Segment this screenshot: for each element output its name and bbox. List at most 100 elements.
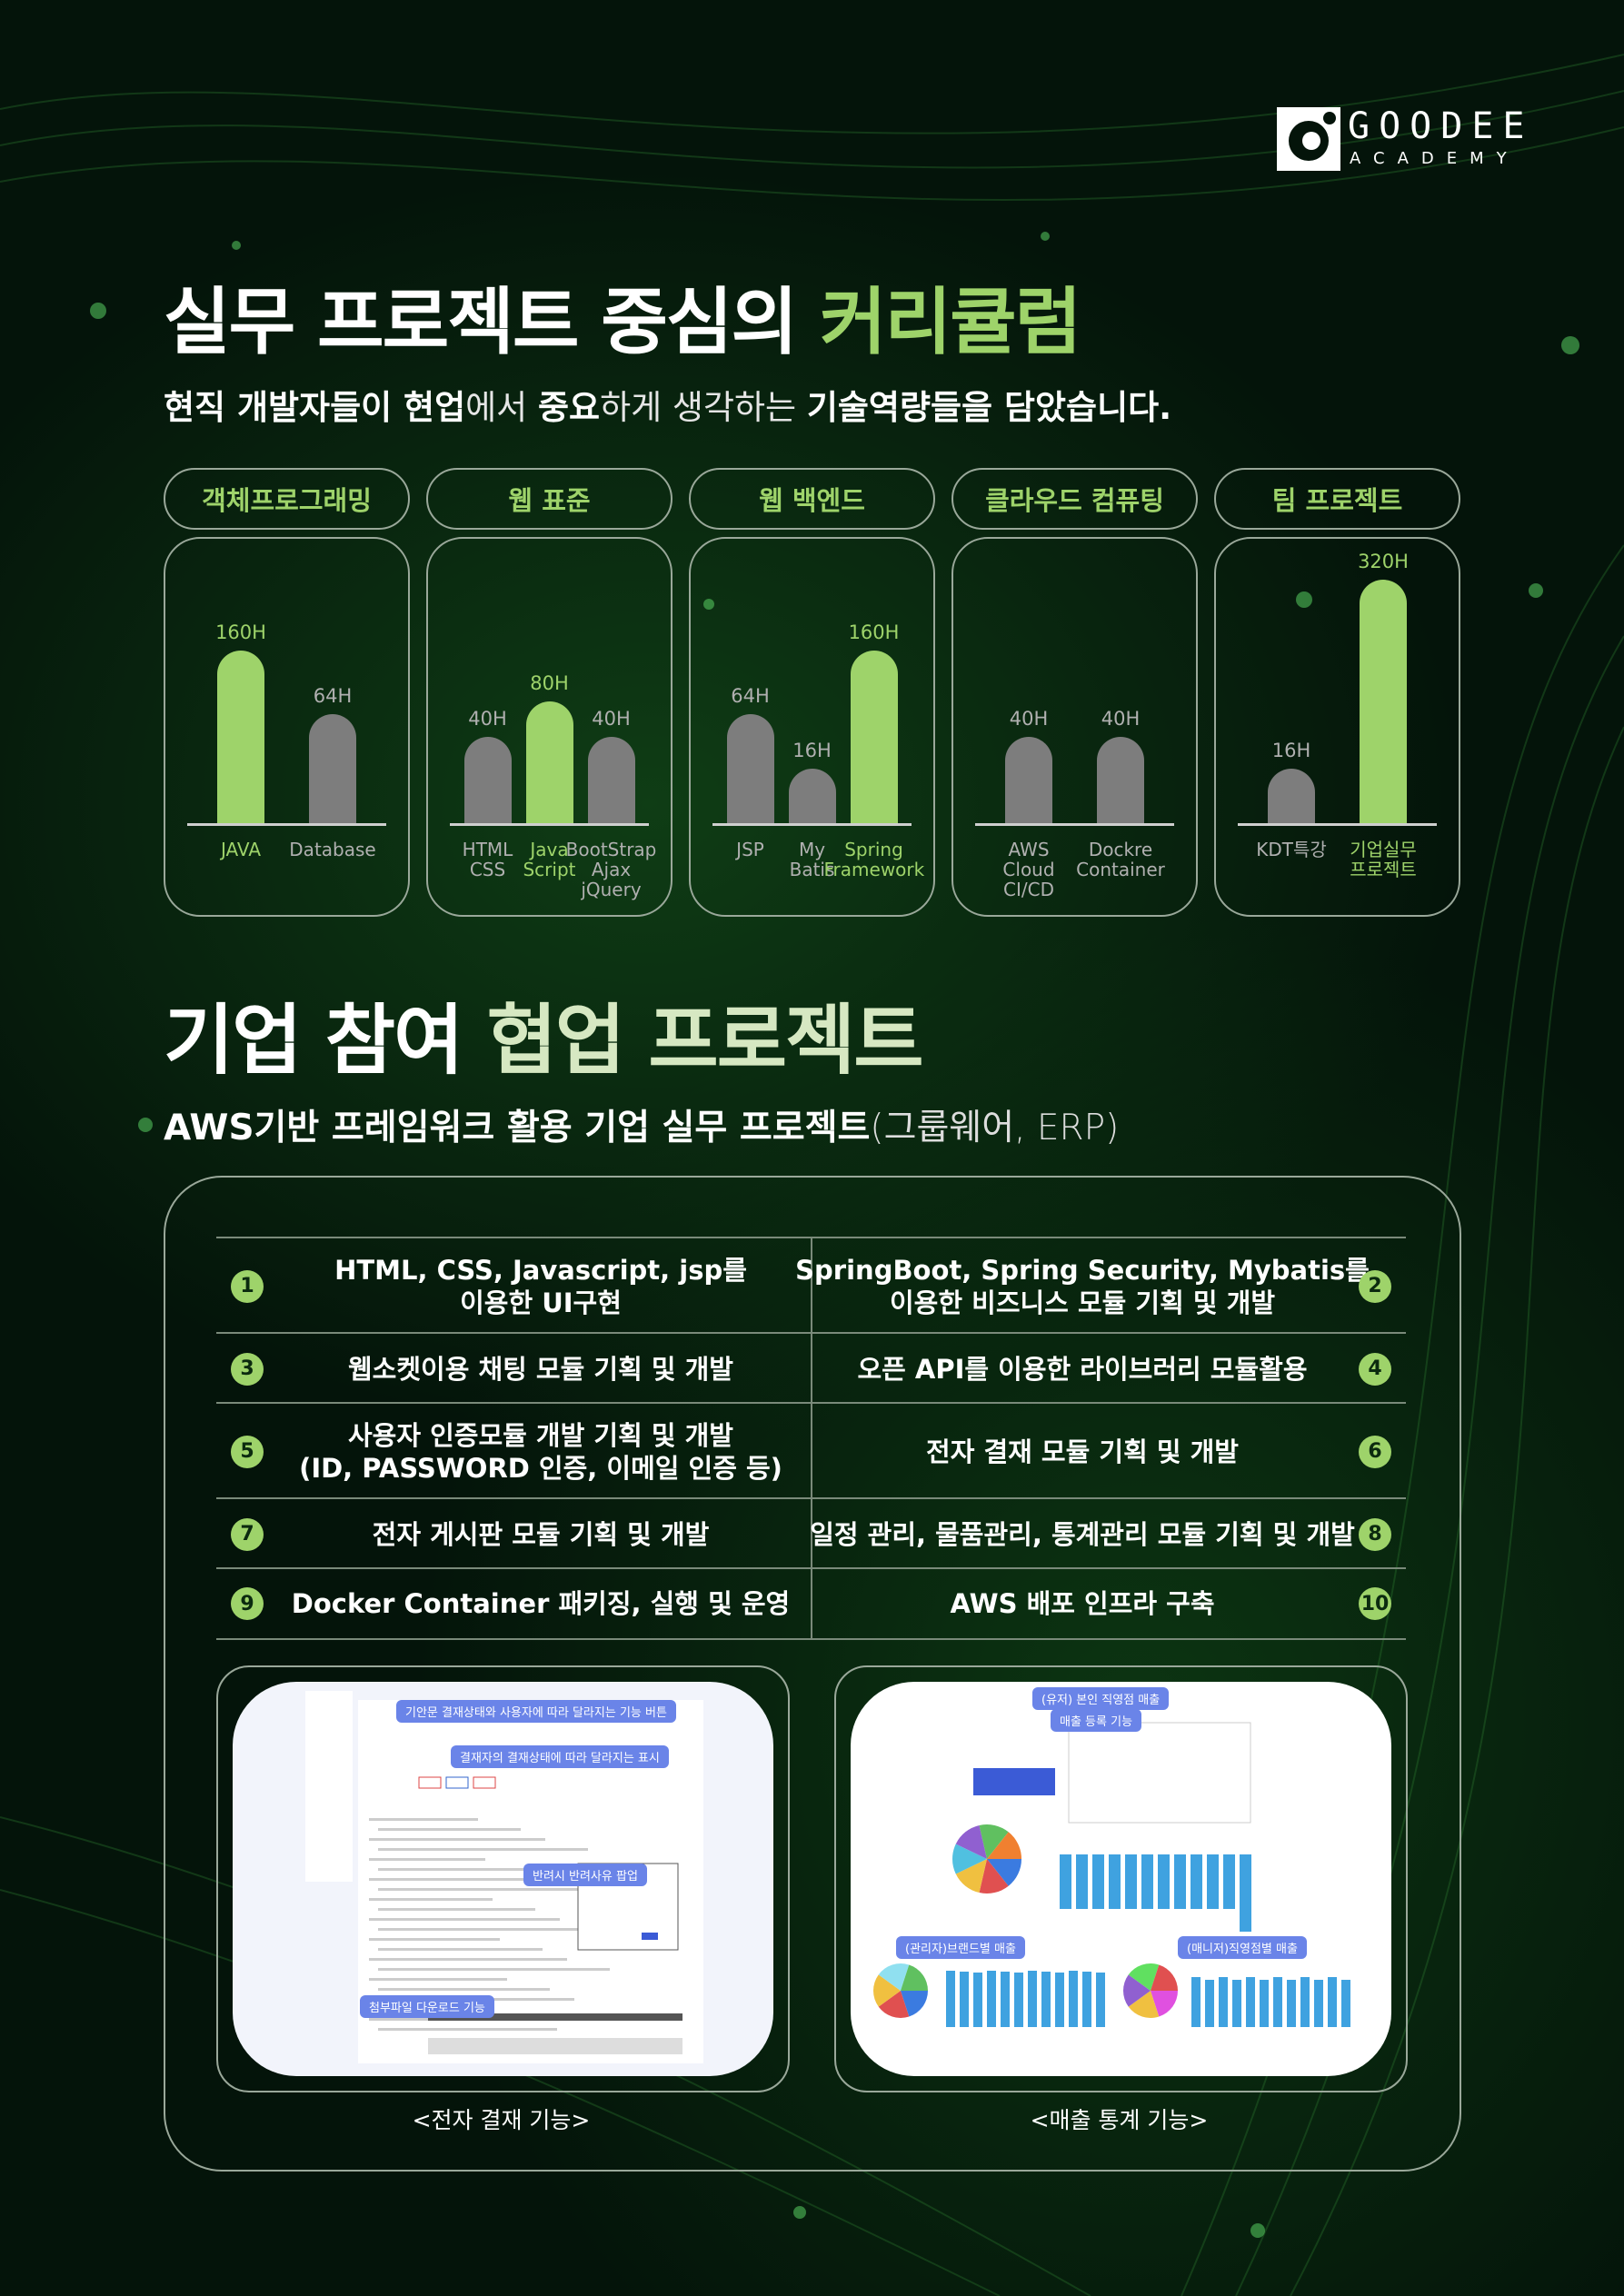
- section-subtitle: 현직 개발자들이 현업에서 중요하게 생각하는 기술역량들을 담았습니다.: [164, 380, 1171, 429]
- mock-shape: [979, 1859, 1009, 1893]
- mock-shape: [901, 1991, 928, 2017]
- chart-card: 40H HTML CSS 80H Java Script 40H BootStrap Aj…: [426, 537, 673, 917]
- divider: [811, 1499, 812, 1569]
- mock-shape: [960, 1972, 969, 2027]
- mock-shape: [378, 2028, 557, 2031]
- feature-text: AWS 배포 인프라 구축: [950, 1588, 1215, 1619]
- subtitle-part: 중요: [537, 388, 601, 427]
- feature-number: 8: [1359, 1517, 1391, 1551]
- bar: [463, 737, 512, 823]
- category-pill: 웹 표준: [426, 468, 673, 530]
- callout: 반려시 반려사유 팝업: [523, 1864, 647, 1886]
- bar: [309, 714, 356, 823]
- mock-shape: [946, 1971, 955, 2027]
- mock-shape: [642, 1933, 658, 1940]
- baseline: [712, 823, 912, 826]
- title-highlight: 협업 프로젝트: [486, 996, 924, 1085]
- mock-shape: [369, 1878, 553, 1881]
- mock-shape: [1128, 1991, 1160, 2018]
- mock-shape: [1223, 1854, 1235, 1909]
- logo-name: GOODEE: [1348, 105, 1534, 147]
- mock-shape: [1109, 1854, 1121, 1909]
- value-label: 160H: [848, 621, 900, 644]
- mock-shape: [1191, 1854, 1202, 1909]
- section-subtitle: AWS기반 프레임워크 활용 기업 실무 프로젝트(그룹웨어, ERP): [164, 1099, 1119, 1150]
- mock-shape: [378, 1948, 543, 1951]
- screenshot: (유저) 본인 직영점 매출 매출 등록 기능 (관리자)브랜드별 매출 (매니저)직…: [851, 1682, 1391, 2076]
- mock-shape: [305, 1691, 353, 1882]
- feature-number: 10: [1359, 1587, 1391, 1620]
- mock-shape: [369, 1958, 567, 1961]
- mock-shape: [901, 1964, 928, 1991]
- mock-shape: [1207, 1854, 1219, 1909]
- table-row: Docker Container 패키징, 실행 및 운영 9 AWS 배포 인프라…: [216, 1567, 1406, 1640]
- mock-shape: [1028, 1971, 1037, 2027]
- mock-shape: [987, 1971, 996, 2027]
- category-pill: 웹 백엔드: [689, 468, 935, 530]
- mock-shape: [473, 1776, 496, 1789]
- category-label: My Batis: [789, 839, 835, 880]
- mock-shape: [1041, 1972, 1051, 2027]
- mock-shape: [1232, 1980, 1241, 2027]
- category-label: KDT특강: [1256, 839, 1327, 860]
- title-main: 기업 참여: [164, 996, 487, 1085]
- screenshot-mock: [873, 1700, 1350, 2027]
- mock-shape: [1246, 1977, 1255, 2027]
- table-row: HTML, CSS, Javascript, jsp를 이용한 UI구현 1 Spr…: [216, 1237, 1406, 1334]
- bar: [1097, 737, 1144, 823]
- mock-shape: [987, 1832, 1021, 1859]
- mock-shape: [378, 1988, 550, 1991]
- table-row: 전자 게시판 모듈 기획 및 개발 7 일정 관리, 물품관리, 통계관리 모듈 기…: [216, 1497, 1406, 1569]
- mock-shape: [878, 1991, 910, 2018]
- project-box: [164, 1176, 1461, 2172]
- mock-shape: [955, 1859, 987, 1893]
- baseline: [187, 823, 386, 826]
- feature-number: 6: [1359, 1435, 1391, 1468]
- chart-card: 160H JAVA 64H Database: [164, 537, 410, 917]
- feature-text: 전자 게시판 모듈 기획 및 개발: [372, 1518, 710, 1550]
- value-label: 16H: [1271, 740, 1311, 761]
- divider: [811, 1569, 812, 1638]
- logo-icon: [1277, 107, 1340, 171]
- category-pill: 팀 프로젝트: [1214, 468, 1460, 530]
- feature-text: HTML, CSS, Javascript, jsp를 이용한 UI구현: [334, 1254, 747, 1318]
- subtitle-part: 하게 생각하는: [600, 388, 807, 427]
- baseline: [450, 823, 649, 826]
- subtitle-part: 현직 개발자들이 현업: [164, 388, 466, 427]
- value-label: 64H: [731, 685, 770, 707]
- mock-shape: [369, 1938, 500, 1941]
- bar: [1360, 579, 1407, 823]
- bar: [1268, 769, 1315, 823]
- category-pill: 클라우드 컴퓨팅: [951, 468, 1198, 530]
- feature-number: 1: [231, 1269, 264, 1303]
- category-label: 기업실무 프로젝트: [1350, 839, 1417, 880]
- mock-shape: [1092, 1854, 1104, 1909]
- mock-shape: [987, 1859, 1021, 1886]
- mock-shape: [1328, 1977, 1337, 2027]
- mock-shape: [1240, 1854, 1251, 1932]
- mock-shape: [1300, 1977, 1310, 2027]
- value-label: 64H: [313, 685, 353, 707]
- mock-shape: [378, 1868, 528, 1871]
- category-label: JAVA: [220, 839, 262, 860]
- mock-shape: [1151, 1991, 1178, 2017]
- mock-shape: [1141, 1854, 1153, 1909]
- mock-shape: [1055, 1973, 1064, 2027]
- mock-shape: [428, 2038, 682, 2054]
- callout: 첨부파일 다운로드 기능: [360, 1995, 494, 2018]
- category-label: Database: [289, 839, 376, 860]
- feature-number: 2: [1359, 1269, 1391, 1303]
- mock-shape: [378, 1928, 603, 1931]
- value-label: 80H: [530, 671, 569, 694]
- mock-shape: [1125, 1854, 1137, 1909]
- feature-text: 전자 결재 모듈 기획 및 개발: [926, 1436, 1239, 1467]
- mock-shape: [1341, 1980, 1350, 2027]
- subtitle-bold: AWS기반 프레임워크 활용 기업 실무 프로젝트: [164, 1108, 871, 1148]
- subtitle-light: (그룹웨어, ERP): [870, 1108, 1120, 1148]
- callout: (매니저)직영점별 매출: [1178, 1936, 1307, 1959]
- screenshot: 기안문 결재상태와 사용자에 따라 달라지는 기능 버튼 결재자의 결재상태에 따…: [233, 1682, 773, 2076]
- mock-shape: [1082, 1972, 1091, 2027]
- mock-shape: [973, 1768, 1055, 1795]
- mock-shape: [369, 1918, 560, 1921]
